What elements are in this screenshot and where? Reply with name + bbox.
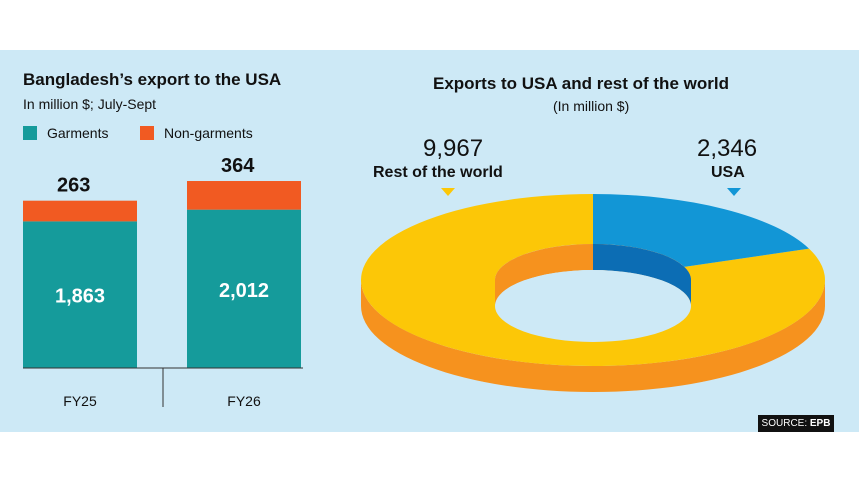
donut-inner-wall-usa: [593, 244, 691, 306]
donut-side-rest-of-world: [361, 280, 825, 392]
data-label-non-garments-fy26: 364: [221, 155, 255, 177]
legend-item-non-garments: Non-garments: [140, 125, 253, 143]
pointer-usa: [727, 188, 741, 196]
data-label-garments-fy26: 2,012: [219, 280, 269, 302]
legend-label-garments: Garments: [47, 125, 109, 141]
bar-chart: 1,863 263 FY25 2,012 364 FY26: [23, 155, 301, 409]
legend-swatch-garments: [23, 126, 37, 140]
donut-chart: [360, 188, 825, 392]
donut-chart-title: Exports to USA and rest of the world: [433, 74, 729, 93]
bar-axis: [23, 367, 303, 407]
bar-fy25-garments: [23, 221, 137, 368]
slice-value-usa: 2,346: [697, 135, 758, 162]
legend-swatch-non-garments: [140, 126, 154, 140]
donut-chart-subtitle: (In million $): [553, 98, 630, 114]
data-label-non-garments-fy25: 263: [57, 175, 90, 197]
tick-label-fy25: FY25: [63, 393, 97, 409]
slice-label-rest-of-world: Rest of the world: [373, 164, 503, 181]
bar-fy26-non-garments: [187, 181, 301, 210]
donut-slice-rest-of-world: [360, 194, 825, 366]
bar-chart-subtitle: In million $; July-Sept: [23, 96, 157, 112]
slice-value-rest-of-world: 9,967: [423, 135, 484, 162]
slice-label-usa: USA: [711, 164, 745, 181]
source-prefix: SOURCE:: [761, 418, 808, 429]
pointer-rest-of-world: [441, 188, 455, 196]
legend-label-non-garments: Non-garments: [164, 125, 253, 141]
bar-chart-title: Bangladesh’s export to the USA: [23, 70, 282, 89]
donut-hole: [495, 270, 691, 342]
tick-label-fy26: FY26: [227, 393, 261, 409]
legend-item-garments: Garments: [23, 125, 108, 143]
donut-slice-usa: [593, 194, 809, 267]
bar-fy25-non-garments: [23, 200, 137, 222]
source-name: EPB: [809, 418, 831, 429]
source-badge: SOURCE: EPB: [758, 415, 834, 432]
data-label-garments-fy25: 1,863: [55, 286, 105, 308]
bar-fy26-garments: [187, 209, 301, 368]
